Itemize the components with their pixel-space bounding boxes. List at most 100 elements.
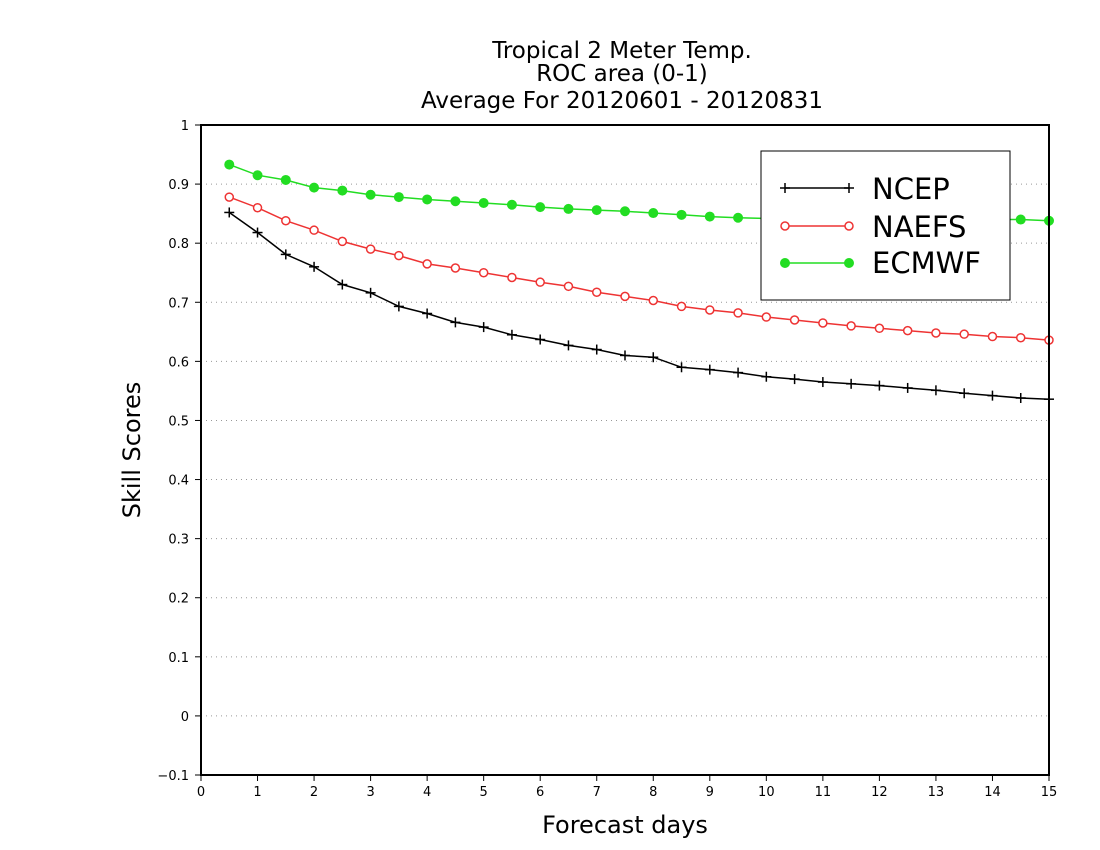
x-axis-ticks: 0 1 2 3 4 5 6 7 8 9 10 11 12 13 14 15: [197, 775, 1057, 800]
data-point-naefs: [789, 315, 800, 325]
data-point-naefs: [281, 215, 291, 226]
data-point-naefs: [337, 236, 348, 247]
data-point-ecmwf: [422, 194, 433, 205]
data-point-ncep: [930, 385, 941, 396]
x-tick-label: 13: [928, 785, 945, 800]
data-point-ncep: [733, 367, 744, 378]
data-point-ecmwf: [450, 196, 461, 207]
chart-title-line-1: Tropical 2 Meter Temp.: [491, 38, 752, 64]
legend-marker-ncep: [780, 183, 790, 193]
data-point-ecmwf: [704, 211, 715, 222]
x-tick-label: 6: [536, 785, 544, 800]
data-point-ecmwf: [280, 174, 291, 185]
y-tick-label: 1: [181, 119, 189, 134]
y-tick-label: 0.2: [168, 592, 189, 607]
data-point-ncep: [874, 380, 885, 391]
data-point-naefs: [846, 321, 856, 331]
x-tick-label: 2: [310, 785, 318, 800]
data-point-ecmwf: [676, 209, 687, 220]
x-tick-label: 10: [758, 785, 775, 800]
data-point-naefs: [394, 250, 404, 261]
legend-swatch-ncep: [780, 183, 854, 193]
data-point-naefs: [309, 225, 319, 235]
data-point-ecmwf: [733, 212, 744, 223]
data-point-naefs: [902, 325, 913, 336]
data-point-ncep: [846, 378, 857, 389]
data-point-ecmwf: [506, 199, 517, 210]
data-point-ncep: [1015, 393, 1026, 403]
data-point-ecmwf: [365, 189, 376, 200]
data-point-ncep: [224, 207, 235, 218]
data-point-naefs: [252, 202, 263, 213]
data-point-naefs: [818, 318, 828, 328]
x-tick-label: 0: [197, 785, 205, 800]
data-point-ncep: [478, 322, 489, 333]
x-tick-label: 15: [1041, 785, 1058, 800]
data-point-ecmwf: [535, 202, 546, 213]
data-point-naefs: [705, 305, 715, 315]
data-point-naefs: [931, 328, 941, 338]
x-tick-label: 1: [253, 785, 261, 800]
data-point-ncep: [337, 279, 348, 290]
data-point-ncep: [817, 377, 828, 388]
data-point-ecmwf: [620, 206, 630, 217]
data-point-naefs: [874, 323, 885, 334]
legend-label-ecmwf: ECMWF: [872, 246, 981, 280]
data-point-ncep: [535, 334, 546, 345]
legend-marker-ecmwf: [844, 258, 854, 268]
y-tick-label: 0.4: [168, 474, 189, 489]
y-tick-label: 0.7: [168, 296, 189, 311]
data-point-ncep: [280, 249, 291, 260]
data-point-ecmwf: [1015, 214, 1026, 225]
x-tick-label: 5: [480, 785, 488, 800]
legend-marker-naefs: [780, 221, 790, 231]
data-point-ncep: [450, 317, 461, 328]
data-point-naefs: [733, 308, 743, 318]
legend-swatch-naefs: [780, 221, 854, 231]
data-point-ncep: [959, 388, 970, 399]
y-tick-label: 0.6: [168, 355, 189, 370]
legend-marker-ecmwf: [780, 258, 790, 268]
data-point-ncep: [648, 352, 659, 363]
chart-title-line-2: ROC area (0-1): [536, 61, 708, 87]
y-tick-label: 0.8: [168, 237, 189, 252]
y-axis-ticks: −0.1 0 0.1 0.2 0.3 0.4 0.5 0.6 0.7 0.8 0.9 1: [157, 119, 201, 784]
data-point-ncep: [506, 329, 517, 340]
data-point-ncep: [365, 287, 376, 298]
data-point-ecmwf: [337, 185, 348, 196]
data-point-ncep: [422, 308, 433, 319]
data-point-ncep: [676, 362, 687, 373]
y-tick-label: 0.9: [168, 178, 189, 193]
y-tick-label: −0.1: [157, 769, 189, 784]
data-point-naefs: [224, 192, 235, 202]
x-tick-label: 8: [649, 785, 657, 800]
data-point-naefs: [563, 281, 574, 292]
x-tick-label: 3: [366, 785, 374, 800]
y-tick-label: 0.3: [168, 533, 189, 548]
data-point-ecmwf: [563, 203, 574, 214]
data-point-ecmwf: [393, 192, 404, 203]
plot-frame: [200, 124, 1050, 776]
data-point-ncep: [704, 364, 715, 375]
legend-label-naefs: NAEFS: [872, 210, 966, 244]
y-axis-label: Skill Scores: [118, 382, 146, 519]
x-tick-label: 11: [815, 785, 832, 800]
y-tick-label: 0.1: [168, 651, 189, 666]
y-tick-label: 0: [181, 710, 189, 725]
legend-marker-naefs: [844, 221, 854, 231]
data-point-naefs: [648, 295, 659, 306]
x-tick-label: 12: [871, 785, 888, 800]
data-point-naefs: [507, 272, 517, 283]
data-point-naefs: [535, 277, 545, 287]
data-point-naefs: [620, 291, 630, 302]
series-naefs: [224, 192, 1054, 345]
data-point-naefs: [676, 301, 687, 312]
data-point-ecmwf: [224, 159, 235, 170]
data-point-ecmwf: [309, 182, 320, 193]
data-point-naefs: [761, 312, 772, 322]
x-tick-label: 7: [593, 785, 601, 800]
data-point-ncep: [393, 301, 404, 312]
data-point-ecmwf: [478, 198, 489, 208]
data-point-naefs: [450, 263, 461, 273]
